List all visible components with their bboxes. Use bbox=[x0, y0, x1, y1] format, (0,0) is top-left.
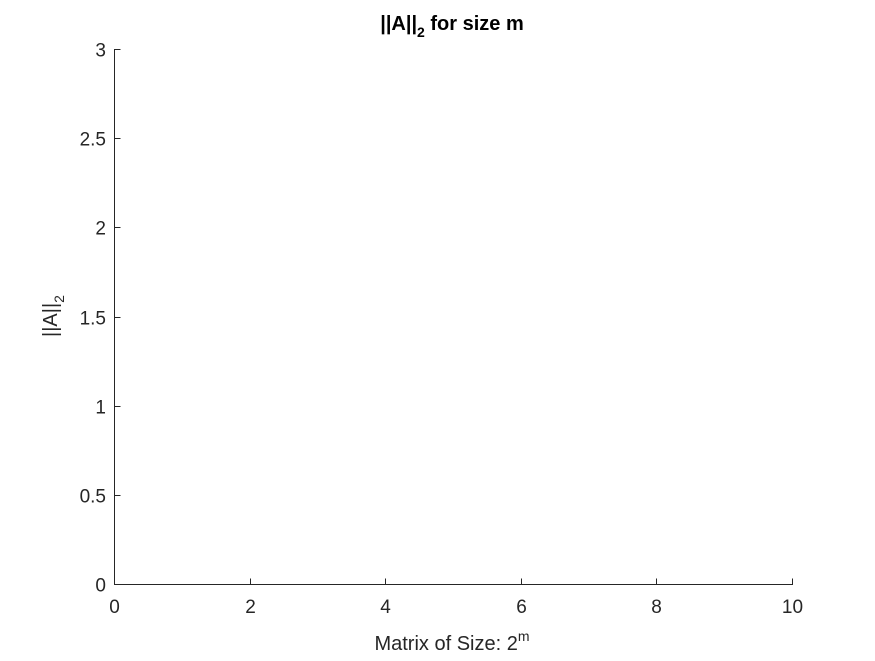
chart-title-subscript: 2 bbox=[417, 24, 425, 40]
y-tick-label: 0 bbox=[95, 576, 106, 597]
y-tick-label: 0.5 bbox=[80, 487, 106, 508]
y-axis-label-main: ||A|| bbox=[40, 303, 62, 337]
x-tick-label: 10 bbox=[782, 597, 803, 618]
y-axis-label-subscript: 2 bbox=[51, 295, 67, 303]
y-tick-label: 1 bbox=[95, 398, 106, 419]
chart-title-suffix: for size m bbox=[425, 13, 524, 35]
chart-title-main: ||A|| bbox=[380, 13, 417, 35]
x-tick-label: 2 bbox=[245, 597, 256, 618]
chart-title: ||A||2 for size m bbox=[380, 13, 524, 40]
x-ticks: 0 2 4 6 8 10 bbox=[109, 578, 803, 618]
y-ticks: 0 0.5 1 1.5 2 2.5 3 bbox=[80, 41, 121, 597]
y-tick-label: 2 bbox=[95, 219, 106, 240]
x-tick-label: 0 bbox=[109, 597, 120, 618]
x-tick-label: 8 bbox=[651, 597, 662, 618]
y-tick-label: 1.5 bbox=[80, 309, 106, 330]
y-tick-label: 2.5 bbox=[80, 130, 106, 151]
y-tick-label: 3 bbox=[95, 41, 106, 62]
x-axis-label: Matrix of Size: 2m bbox=[374, 628, 529, 655]
x-tick-label: 4 bbox=[380, 597, 391, 618]
y-axis-label: ||A||2 bbox=[40, 295, 67, 337]
x-axis-label-main: Matrix of Size: 2 bbox=[374, 633, 517, 655]
x-tick-label: 6 bbox=[516, 597, 527, 618]
x-axis-label-superscript: m bbox=[518, 628, 530, 644]
